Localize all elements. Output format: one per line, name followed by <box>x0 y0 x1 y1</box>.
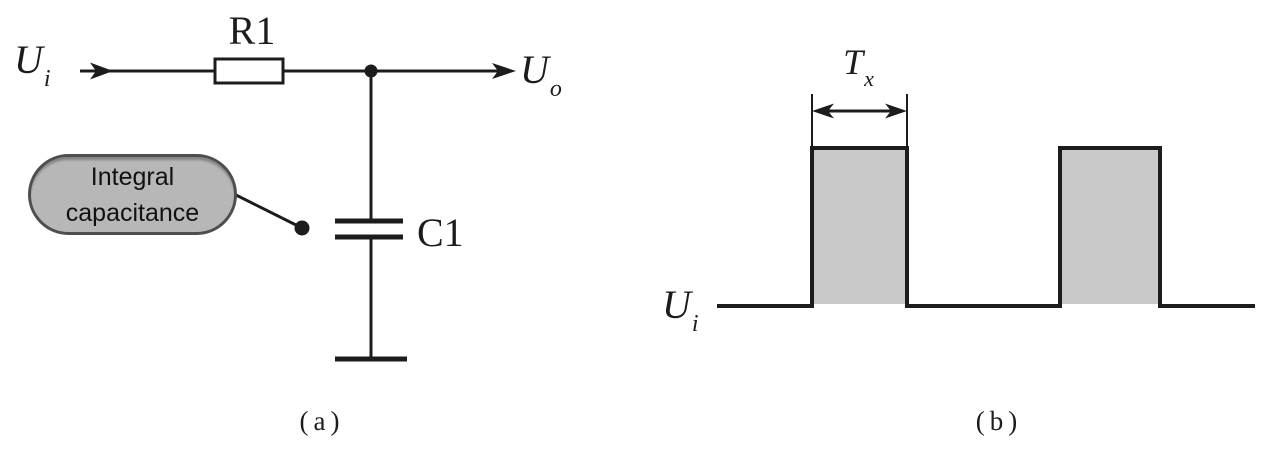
capacitor-label: C1 <box>417 210 464 255</box>
callout-leader-dot <box>294 220 310 236</box>
waveform-outline <box>717 146 1255 308</box>
dimension-arrowhead-left-icon <box>812 103 834 119</box>
callout-text-line1: Integral <box>90 162 175 191</box>
subfigure-a-caption: (a) <box>299 406 345 436</box>
input-waveform-plot <box>717 94 1255 308</box>
resistor-body <box>213 57 285 85</box>
waveform-signal-label: Ui <box>662 282 699 337</box>
input-arrowhead-icon <box>90 62 113 80</box>
rc-circuit-schematic <box>80 57 516 362</box>
callout-leader-line <box>233 192 299 228</box>
subfigure-b-caption: (b) <box>975 406 1023 436</box>
pulse-2-fill <box>1062 150 1158 304</box>
pulse-1-fill <box>814 150 905 304</box>
pulse-width-label: Tx <box>843 42 874 92</box>
input-voltage-label: Ui <box>14 37 51 92</box>
resistor-label: R1 <box>228 8 276 53</box>
output-arrowhead-icon <box>492 63 516 79</box>
dimension-arrowhead-right-icon <box>885 103 907 119</box>
integral-capacitance-callout: Integral capacitance <box>28 154 237 235</box>
output-voltage-label: Uo <box>520 47 562 102</box>
callout-text-line2: capacitance <box>65 198 200 227</box>
